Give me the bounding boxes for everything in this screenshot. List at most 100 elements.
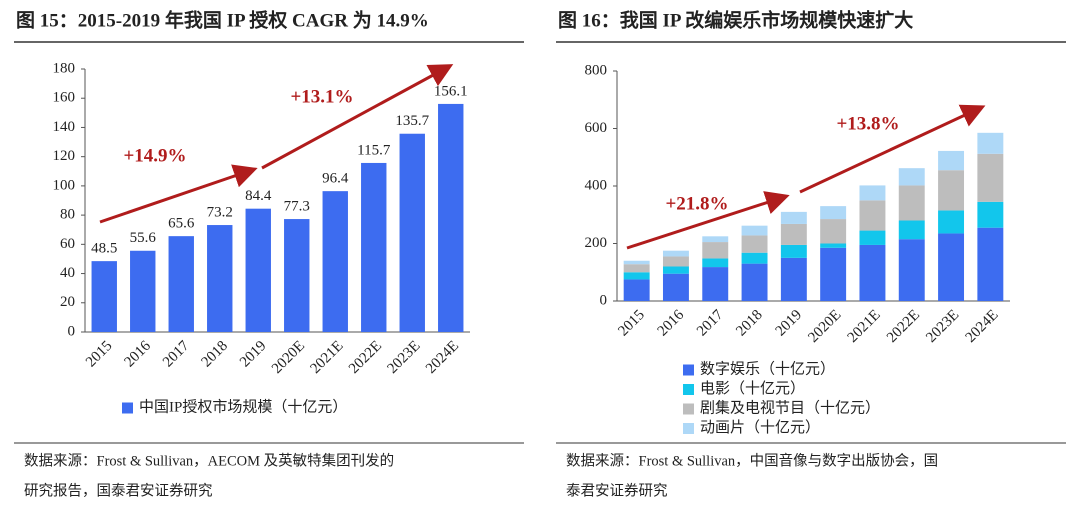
value-label: 55.6 <box>130 230 157 246</box>
bar <box>780 244 807 258</box>
bar <box>399 133 425 332</box>
bar <box>780 211 807 224</box>
bar <box>623 279 650 301</box>
y-tick-label: 140 <box>53 119 76 135</box>
bar <box>938 150 965 171</box>
bar <box>820 206 847 220</box>
bar <box>623 272 650 280</box>
x-tick-label: 2021E <box>307 338 346 377</box>
bar <box>741 263 768 301</box>
y-tick-label: 60 <box>60 236 75 252</box>
source-note: 数据来源：Frost & Sullivan，AECOM 及英敏特集团刊发的 <box>24 451 394 469</box>
bar <box>130 250 156 332</box>
value-label: 77.3 <box>284 198 310 214</box>
trend-arrow <box>799 104 986 194</box>
bar <box>938 170 965 211</box>
y-tick-label: 160 <box>53 90 76 106</box>
bar <box>741 235 768 253</box>
legend-swatch <box>683 403 694 415</box>
x-tick-label: 2022E <box>346 338 385 377</box>
value-label: 65.6 <box>168 216 195 232</box>
y-tick-label: 600 <box>585 120 608 136</box>
bar <box>662 266 689 274</box>
x-tick-label: 2020E <box>805 307 844 346</box>
bar <box>977 201 1004 228</box>
bar <box>284 219 310 332</box>
bar <box>859 244 886 301</box>
value-label: 156.1 <box>434 83 468 99</box>
value-label: 135.7 <box>395 113 429 129</box>
annotation: +13.8% <box>836 113 899 134</box>
value-label: 115.7 <box>357 142 391 158</box>
bar <box>438 103 464 332</box>
bar <box>780 223 807 245</box>
x-tick-label: 2019 <box>237 338 270 371</box>
bar <box>938 233 965 301</box>
bar <box>898 220 925 240</box>
source-note: 泰君安证券研究 <box>566 482 668 499</box>
x-tick-label: 2024E <box>963 307 1002 346</box>
x-tick-label: 2020E <box>269 338 308 377</box>
y-tick-label: 120 <box>53 148 76 164</box>
bar <box>361 162 387 332</box>
bar <box>859 230 886 245</box>
bar <box>702 236 729 243</box>
x-tick-label: 2018 <box>733 307 766 340</box>
trend-arrow <box>99 164 258 224</box>
bar <box>741 252 768 264</box>
x-tick-label: 2016 <box>121 338 154 371</box>
bar <box>820 247 847 301</box>
annotation: +21.8% <box>665 193 728 214</box>
trend-arrow <box>626 191 790 250</box>
x-tick-label: 2015 <box>83 338 116 371</box>
bar <box>702 267 729 301</box>
bar <box>820 219 847 244</box>
value-label: 73.2 <box>207 204 233 220</box>
legend-swatch <box>683 384 694 395</box>
x-tick-label: 2017 <box>694 307 727 340</box>
y-tick-label: 80 <box>60 207 75 223</box>
y-tick-label: 20 <box>60 294 75 310</box>
bar <box>91 261 117 332</box>
y-tick-label: 200 <box>585 235 608 251</box>
bar <box>207 225 233 332</box>
y-tick-label: 800 <box>585 62 608 78</box>
value-label: 84.4 <box>245 188 272 204</box>
bar <box>780 257 807 301</box>
y-tick-label: 0 <box>600 292 608 308</box>
legend-label: 数字娱乐（十亿元） <box>700 360 835 377</box>
legend-swatch <box>683 423 694 434</box>
chart-title: 图 16：我国 IP 改编娱乐市场规模快速扩大 <box>558 8 913 31</box>
bar <box>322 191 348 332</box>
bar <box>168 236 194 332</box>
x-tick-label: 2024E <box>423 338 462 377</box>
bar <box>662 250 689 257</box>
bar <box>702 242 729 259</box>
x-tick-label: 2018 <box>198 338 231 371</box>
bar <box>741 225 768 236</box>
bar <box>859 200 886 231</box>
x-tick-label: 2022E <box>884 307 923 346</box>
y-tick-label: 0 <box>68 323 76 339</box>
bar <box>820 243 847 248</box>
bar <box>623 264 650 273</box>
x-tick-label: 2017 <box>160 338 193 371</box>
bar <box>245 208 271 332</box>
legend-swatch <box>683 364 694 376</box>
bar <box>859 185 886 201</box>
chart-title: 图 15：2015-2019 年我国 IP 授权 CAGR 为 14.9% <box>16 8 429 31</box>
x-tick-label: 2023E <box>384 338 423 377</box>
legend-label: 剧集及电视节目（十亿元） <box>700 399 880 416</box>
bar <box>898 239 925 301</box>
legend-label: 动画片（十亿元） <box>700 419 820 436</box>
annotation: +14.9% <box>123 145 186 166</box>
bar <box>977 227 1004 301</box>
bar <box>898 168 925 186</box>
y-tick-label: 180 <box>53 60 76 76</box>
source-note: 研究报告，国泰君安证券研究 <box>24 482 213 499</box>
bar <box>977 132 1004 154</box>
legend-label: 电影（十亿元） <box>700 380 805 397</box>
bar <box>977 153 1004 202</box>
x-tick-label: 2021E <box>845 307 884 346</box>
x-tick-label: 2016 <box>655 307 688 340</box>
